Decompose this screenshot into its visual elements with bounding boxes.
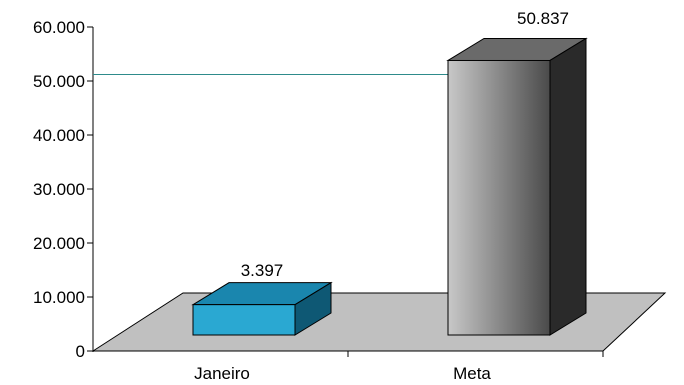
y-tick-label: 30.000 bbox=[33, 180, 85, 199]
y-tick-label: 50.000 bbox=[33, 72, 85, 91]
bar-meta-front bbox=[447, 59, 551, 336]
data-label: 3.397 bbox=[241, 261, 284, 280]
bar-janeiro-front bbox=[192, 304, 296, 336]
y-tick-label: 10.000 bbox=[33, 288, 85, 307]
data-label: 50.837 bbox=[517, 9, 569, 28]
x-category-label: Janeiro bbox=[194, 364, 250, 383]
y-tick-label: 20.000 bbox=[33, 234, 85, 253]
bar-janeiro bbox=[191, 281, 333, 336]
y-tick-label: 60.000 bbox=[33, 18, 85, 37]
bar-meta bbox=[446, 37, 588, 336]
x-category-label: Meta bbox=[453, 364, 491, 383]
y-tick-label: 40.000 bbox=[33, 126, 85, 145]
y-tick-label: 0 bbox=[76, 342, 85, 361]
bar-meta-side bbox=[549, 37, 587, 336]
